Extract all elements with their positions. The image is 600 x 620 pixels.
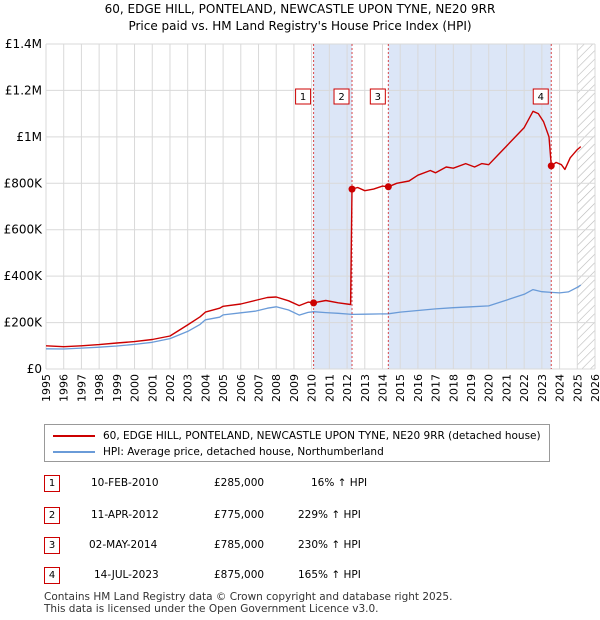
x-tick-label: 1995	[40, 374, 53, 402]
sale-number-label: 1	[300, 92, 306, 103]
transaction-date: 02-MAY-2014	[89, 539, 158, 551]
transaction-hpi-change: 165% ↑ HPI	[298, 569, 361, 581]
sale-number-label: 3	[375, 92, 381, 103]
transaction-hpi-change: 229% ↑ HPI	[298, 509, 361, 521]
sale-point	[348, 185, 356, 193]
legend: 60, EDGE HILL, PONTELAND, NEWCASTLE UPON…	[44, 424, 550, 462]
sale-number-box	[532, 88, 549, 105]
x-tick-label: 2011	[323, 374, 336, 402]
x-tick-label: 2004	[199, 374, 212, 402]
transaction-number: 1	[44, 475, 60, 492]
chart-subtitle: Price paid vs. HM Land Registry's House …	[128, 19, 472, 33]
sale-point	[547, 162, 555, 170]
transaction-date: 14-JUL-2023	[94, 569, 159, 581]
y-tick-label: £600K	[4, 223, 44, 237]
legend-item-property: 60, EDGE HILL, PONTELAND, NEWCASTLE UPON…	[53, 429, 541, 443]
series-property-line	[45, 110, 582, 348]
x-tick-label: 2018	[447, 374, 460, 402]
transaction-hpi-change: 16% ↑ HPI	[311, 477, 368, 489]
transaction-price: £785,000	[214, 539, 265, 551]
x-tick-label: 2006	[235, 374, 248, 402]
sale-number-label: 2	[338, 92, 344, 103]
sale-number-box	[333, 88, 350, 105]
x-tick-label: 2023	[536, 374, 549, 402]
x-tick-label: 2003	[182, 374, 195, 402]
y-tick-label: £1M	[16, 130, 42, 144]
x-tick-label: 2022	[518, 374, 531, 402]
legend-swatch-property	[53, 435, 95, 437]
y-tick-label: £200K	[4, 316, 44, 330]
x-tick-label: 2021	[500, 374, 513, 402]
sale-point	[310, 299, 318, 307]
future-hatch	[577, 44, 595, 369]
y-tick-label: £800K	[4, 176, 44, 190]
x-tick-label: 2024	[554, 374, 567, 402]
legend-label-hpi: HPI: Average price, detached house, Nort…	[103, 446, 384, 458]
x-tick-label: 2026	[589, 374, 600, 402]
shaded-period	[388, 44, 552, 369]
y-tick-label: £1.2M	[5, 83, 42, 97]
x-tick-label: 1996	[58, 374, 71, 402]
price-chart: £0 £200K £400K £600K £800K £1M £1.2M £1.4M 1995 1…	[4, 37, 600, 402]
legend-swatch-hpi	[53, 451, 95, 453]
legend-item-hpi: HPI: Average price, detached house, Nort…	[53, 445, 384, 459]
sale-number-box	[295, 88, 312, 105]
sale-number-label: 4	[538, 92, 544, 103]
x-tick-label: 2015	[394, 374, 407, 402]
x-tick-label: 2019	[465, 374, 478, 402]
x-tick-label: 1997	[75, 374, 88, 402]
x-tick-label: 2012	[341, 374, 354, 402]
transaction-price: £875,000	[214, 569, 265, 581]
x-tick-label: 2025	[571, 374, 584, 402]
x-tick-label: 2010	[306, 374, 319, 402]
sale-point	[384, 183, 392, 191]
x-tick-label: 2000	[129, 374, 142, 402]
x-tick-label: 2005	[217, 374, 230, 402]
transaction-number: 2	[44, 507, 60, 524]
y-tick-label: £0	[27, 362, 42, 376]
x-tick-label: 2020	[483, 374, 496, 402]
footer-licence: This data is licensed under the Open Gov…	[44, 603, 379, 615]
sale-number-box	[369, 88, 386, 105]
x-tick-label: 2009	[288, 374, 301, 402]
x-tick-label: 2001	[146, 374, 159, 402]
x-tick-label: 1998	[93, 374, 106, 402]
legend-label-property: 60, EDGE HILL, PONTELAND, NEWCASTLE UPON…	[103, 430, 541, 442]
transaction-number: 3	[44, 537, 60, 554]
chart-title-address: 60, EDGE HILL, PONTELAND, NEWCASTLE UPON…	[104, 2, 496, 16]
y-tick-label: £1.4M	[5, 37, 42, 51]
footer-copyright: Contains HM Land Registry data © Crown c…	[44, 591, 453, 603]
x-tick-label: 2007	[253, 374, 266, 402]
transaction-price: £285,000	[214, 477, 265, 489]
transaction-hpi-change: 230% ↑ HPI	[298, 539, 361, 551]
x-tick-label: 2002	[164, 374, 177, 402]
transaction-number: 4	[44, 567, 60, 584]
transaction-price: £775,000	[214, 509, 265, 521]
x-tick-label: 2016	[412, 374, 425, 402]
x-tick-label: 1999	[111, 374, 124, 402]
x-tick-label: 2008	[270, 374, 283, 402]
x-tick-label: 2013	[359, 374, 372, 402]
y-tick-label: £400K	[4, 269, 44, 283]
transaction-date: 10-FEB-2010	[91, 477, 159, 489]
x-tick-label: 2017	[430, 374, 443, 402]
transaction-date: 11-APR-2012	[91, 509, 159, 521]
series-hpi-line	[45, 284, 582, 350]
x-tick-label: 2014	[376, 374, 389, 402]
